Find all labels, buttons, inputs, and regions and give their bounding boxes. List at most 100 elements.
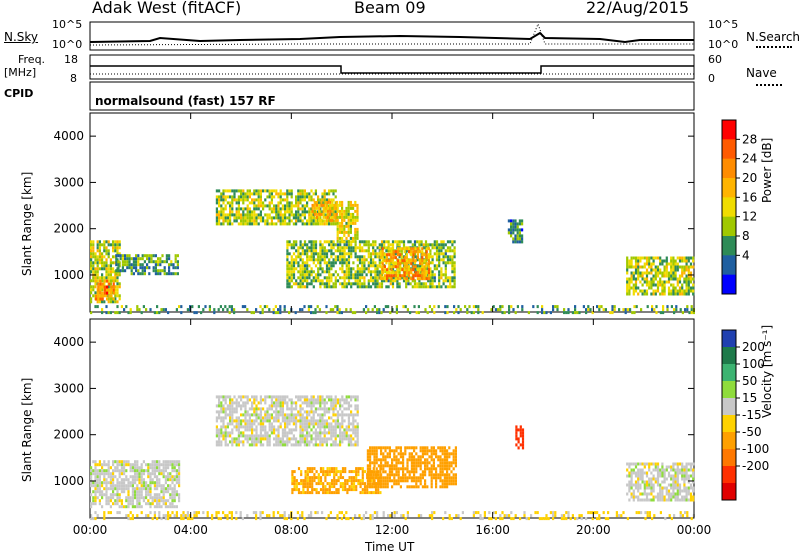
heatmap-cell <box>390 277 393 281</box>
heatmap-cell <box>297 195 300 199</box>
heatmap-cell <box>383 274 386 278</box>
heatmap-cell <box>224 431 227 435</box>
heatmap-cell <box>672 289 675 293</box>
heatmap-cell <box>308 273 311 277</box>
heatmap-cell <box>224 416 227 420</box>
heatmap-cell <box>96 255 99 259</box>
heatmap-cell <box>288 398 291 402</box>
heatmap-cell <box>114 249 117 253</box>
heatmap-cell <box>291 476 294 480</box>
heatmap-cell <box>363 488 367 492</box>
heatmap-cell <box>650 471 653 475</box>
heatmap-cell <box>240 213 243 217</box>
heatmap-cell <box>222 201 225 205</box>
heatmap-cell <box>345 431 348 435</box>
heatmap-cell <box>424 285 428 289</box>
heatmap-cell <box>521 443 525 447</box>
heatmap-cell <box>637 489 640 493</box>
heatmap-cell <box>268 428 271 432</box>
heatmap-cell <box>251 440 254 444</box>
heatmap-cell <box>325 219 328 223</box>
heatmap-cell <box>218 395 221 399</box>
heatmap-cell <box>156 466 159 470</box>
heatmap-cell <box>354 428 357 432</box>
heatmap-cell <box>652 280 655 284</box>
heatmap-cell <box>156 499 159 503</box>
heatmap-cell <box>591 311 594 315</box>
heatmap-cell <box>244 419 247 423</box>
heatmap-cell <box>665 280 668 284</box>
heatmap-cell <box>455 308 458 312</box>
heatmap-cell <box>299 431 302 435</box>
heatmap-cell <box>246 210 249 214</box>
heatmap-cell <box>628 462 631 466</box>
heatmap-cell <box>151 472 154 476</box>
heatmap-cell <box>106 285 109 289</box>
heatmap-cell <box>97 294 100 298</box>
heatmap-cell <box>442 255 445 259</box>
heatmap-cell <box>297 210 300 214</box>
heatmap-cell <box>173 475 176 479</box>
heatmap-cell <box>246 425 249 429</box>
heatmap-cell <box>131 499 134 503</box>
heatmap-cell <box>347 419 350 423</box>
heatmap-cell <box>224 410 227 414</box>
heatmap-cell <box>518 219 521 223</box>
heatmap-cell <box>175 460 178 464</box>
heatmap-cell <box>259 425 262 429</box>
heatmap-cell <box>115 269 118 273</box>
heatmap-cell <box>108 294 111 298</box>
heatmap-cell <box>299 437 302 441</box>
heatmap-cell <box>652 289 655 293</box>
heatmap-cell <box>343 243 346 247</box>
heatmap-cell <box>109 505 112 509</box>
heatmap-cell <box>630 477 633 481</box>
heatmap-cell <box>343 249 346 253</box>
heatmap-cell <box>332 407 335 411</box>
heatmap-cell <box>295 422 298 426</box>
heatmap-cell <box>175 469 178 473</box>
heatmap-cell <box>262 434 265 438</box>
heatmap-cell <box>168 257 171 261</box>
heatmap-cell <box>336 422 339 426</box>
heatmap-cell <box>272 308 275 312</box>
heatmap-cell <box>332 198 335 202</box>
heatmap-cell <box>98 490 101 494</box>
heatmap-cell <box>292 443 295 447</box>
heatmap-cell <box>354 270 357 274</box>
heatmap-cell <box>380 485 383 489</box>
heatmap-cell <box>286 431 289 435</box>
heatmap-cell <box>622 308 625 312</box>
heatmap-cell <box>516 222 519 226</box>
heatmap-cell <box>439 461 442 465</box>
heatmap-cell <box>301 416 304 420</box>
heatmap-cell <box>663 477 666 481</box>
heatmap-cell <box>410 268 413 272</box>
heatmap-cell <box>127 460 130 464</box>
heatmap-cell <box>107 291 110 295</box>
heatmap-cell <box>332 401 335 405</box>
heatmap-cell <box>110 285 113 289</box>
heatmap-cell <box>634 280 638 284</box>
heatmap-cell <box>666 308 669 312</box>
heatmap-cell <box>92 502 95 506</box>
heatmap-cell <box>308 219 311 223</box>
heatmap-cell <box>237 213 240 217</box>
heatmap-cell <box>444 264 447 268</box>
heatmap-cell <box>404 467 407 471</box>
heatmap-cell <box>313 206 316 210</box>
heatmap-cell <box>204 305 207 309</box>
heatmap-cell <box>329 308 332 312</box>
heatmap-cell <box>317 261 320 265</box>
heatmap-cell <box>681 256 684 260</box>
heatmap-cell <box>369 479 372 483</box>
heatmap-cell <box>259 443 262 447</box>
heatmap-cell <box>374 255 377 259</box>
heatmap-cell <box>109 499 112 503</box>
heatmap-cell <box>156 487 159 491</box>
heatmap-cell <box>582 305 585 309</box>
heatmap-cell <box>333 485 336 489</box>
heatmap-cell <box>406 464 409 468</box>
heatmap-cell <box>423 277 426 281</box>
heatmap-cell <box>683 468 686 472</box>
